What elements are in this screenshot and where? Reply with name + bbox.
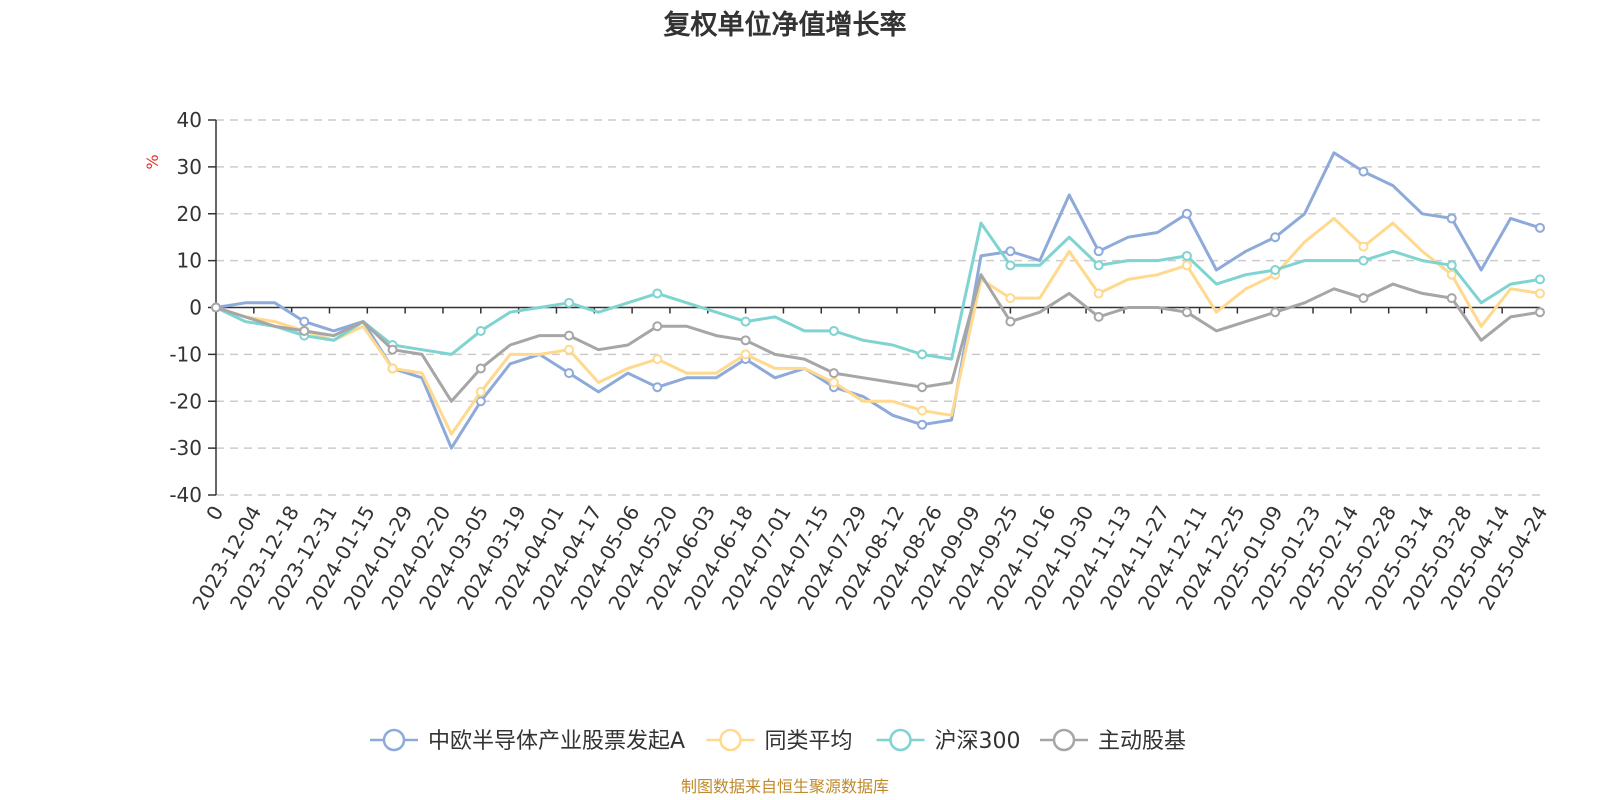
legend-label: 沪深300 xyxy=(935,729,1021,754)
data-point xyxy=(387,363,398,374)
data-point xyxy=(652,321,663,332)
data-point xyxy=(1093,246,1104,257)
data-point xyxy=(740,316,751,327)
y-tick-label: -10 xyxy=(169,342,202,366)
chart-title: 复权单位净值增长率 xyxy=(664,9,907,41)
data-point xyxy=(1535,222,1545,233)
data-point xyxy=(1535,307,1545,318)
data-point xyxy=(1358,241,1369,252)
data-point xyxy=(1446,213,1457,224)
legend-item: 中欧半导体产业股票发起A xyxy=(370,728,685,754)
data-point xyxy=(1093,288,1104,299)
data-point xyxy=(564,297,575,308)
data-point xyxy=(1005,246,1016,257)
data-point xyxy=(652,288,663,299)
data-point xyxy=(475,363,486,374)
series-1 xyxy=(211,216,1545,436)
data-point xyxy=(564,330,575,341)
y-tick-label: -40 xyxy=(169,483,202,507)
data-point xyxy=(1535,288,1545,299)
legend-label: 同类平均 xyxy=(765,729,853,754)
y-tick-label: 0 xyxy=(189,296,202,320)
series-line xyxy=(215,221,1541,361)
y-tick-label: 20 xyxy=(177,202,202,226)
series-line xyxy=(215,216,1541,436)
y-tick-label: 30 xyxy=(177,155,202,179)
data-point xyxy=(299,325,310,336)
data-point xyxy=(1005,260,1016,271)
y-axis-unit-label: % xyxy=(143,154,162,169)
y-tick-label: -20 xyxy=(169,389,202,413)
y-tick-label: 40 xyxy=(177,108,202,132)
data-point xyxy=(917,405,928,416)
data-point xyxy=(564,368,575,379)
data-point xyxy=(1181,260,1192,271)
data-point xyxy=(1093,260,1104,271)
data-point xyxy=(475,325,486,336)
series-2 xyxy=(211,221,1545,361)
data-point xyxy=(1181,208,1192,219)
legend-item: 沪深300 xyxy=(876,728,1021,754)
data-point xyxy=(1535,274,1545,285)
data-point xyxy=(1270,265,1281,275)
data-point xyxy=(1005,293,1016,304)
data-point xyxy=(1446,269,1457,280)
legend-item: 同类平均 xyxy=(706,728,853,754)
data-point xyxy=(475,386,486,397)
data-point xyxy=(1181,250,1192,261)
data-point xyxy=(828,377,839,388)
data-point xyxy=(299,316,310,327)
data-point xyxy=(652,382,663,393)
legend-item: 主动股基 xyxy=(1040,728,1186,754)
data-point xyxy=(917,382,928,393)
series-0 xyxy=(211,151,1545,450)
data-point xyxy=(387,344,398,355)
legend-label: 中欧半导体产业股票发起A xyxy=(428,729,685,754)
series-layer xyxy=(211,151,1545,450)
y-tick-label: 10 xyxy=(177,249,202,273)
data-point xyxy=(1270,307,1281,318)
data-point xyxy=(652,354,663,365)
data-point xyxy=(1358,255,1369,266)
legend-marker xyxy=(1052,728,1076,752)
data-point xyxy=(564,344,575,355)
data-point xyxy=(1005,316,1016,327)
legend-marker xyxy=(382,728,406,752)
data-point xyxy=(475,396,486,407)
data-point xyxy=(828,368,839,379)
legend-marker xyxy=(719,728,742,752)
data-point xyxy=(740,335,751,346)
data-point xyxy=(211,302,221,313)
y-axis: -40 -30 -20 -10 0 10 20 30 40 xyxy=(169,108,217,507)
series-3 xyxy=(211,273,1545,403)
series-line xyxy=(215,273,1541,403)
series-line xyxy=(215,151,1541,450)
data-point xyxy=(1270,232,1281,243)
data-point xyxy=(917,419,928,430)
data-point xyxy=(1093,311,1104,322)
data-point xyxy=(740,349,751,360)
data-point xyxy=(1358,293,1369,304)
data-point xyxy=(1181,307,1192,318)
legend-marker xyxy=(889,728,912,752)
legend-label: 主动股基 xyxy=(1098,729,1186,754)
data-point xyxy=(917,349,928,360)
data-point xyxy=(1446,260,1457,271)
data-point xyxy=(1446,293,1457,304)
x-tick-label: 0 xyxy=(201,502,228,525)
y-tick-label: -30 xyxy=(169,436,202,460)
data-point xyxy=(1358,166,1369,177)
data-point xyxy=(828,325,839,336)
source-note: 制图数据来自恒生聚源数据库 xyxy=(681,777,889,796)
legend: 中欧半导体产业股票发起A 同类平均 沪深300 主动股基 xyxy=(370,728,1186,754)
